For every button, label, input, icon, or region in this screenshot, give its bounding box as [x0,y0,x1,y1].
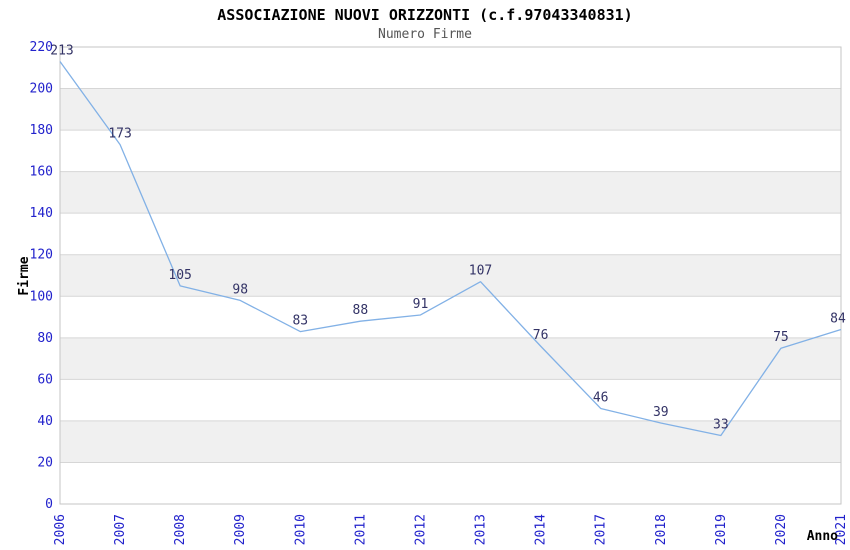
series-line [59,61,842,437]
x-tick-label: 2009 [233,514,248,545]
data-point-label: 91 [413,297,429,312]
data-point-label: 76 [533,328,549,343]
x-tick-label: 2017 [594,514,609,545]
chart-subtitle: Numero Firme [378,27,472,42]
data-point-label: 84 [830,312,846,327]
y-tick-label: 80 [37,331,53,346]
y-tick-label: 180 [30,123,53,138]
x-tick-label: 2020 [774,514,789,545]
data-point-label: 88 [353,303,369,318]
y-axis-ticks: 0 20 40 60 80 100 120 140 160 180 200 220 [30,40,53,512]
plot-band [60,88,841,131]
y-tick-label: 40 [37,414,53,429]
x-tick-label: 2010 [293,514,308,545]
y-tick-label: 120 [30,248,53,263]
x-tick-label: 2008 [173,514,188,545]
y-tick-label: 60 [37,372,53,387]
data-point-label: 46 [593,390,609,405]
x-tick-label: 2018 [654,514,669,545]
x-tick-label: 2021 [834,514,849,545]
plot-band [60,254,841,297]
data-point-label: 98 [232,282,248,297]
plot-band [60,213,841,255]
y-tick-label: 160 [30,165,53,180]
data-point-label: 39 [653,405,669,420]
y-axis-title: Firme [17,256,32,295]
plot-band [60,462,841,504]
y-tick-label: 220 [30,40,53,55]
data-point-label: 213 [50,44,73,59]
plot-border-group [59,46,842,505]
plot-band [60,171,841,214]
series-group [59,61,842,437]
plot-band [60,130,841,172]
x-tick-label: 2007 [113,514,128,545]
plot-bands [60,47,841,504]
plot-band [60,420,841,463]
data-point-labels: 213 173 105 98 83 88 91 107 76 46 39 33 75 84 [50,44,846,433]
x-tick-label: 2011 [353,514,368,545]
data-point-label: 105 [168,268,191,283]
plot-band [60,379,841,421]
x-tick-label: 2012 [413,514,428,545]
x-tick-label: 2013 [474,514,489,545]
data-point-label: 33 [713,417,729,432]
y-tick-label: 200 [30,82,53,97]
y-tick-label: 100 [30,289,53,304]
x-tick-label: 2014 [534,514,549,545]
plot-band [60,337,841,380]
data-point-label: 107 [469,264,492,279]
plot-band [60,47,841,89]
chart-title: ASSOCIAZIONE NUOVI ORIZZONTI (c.f.970433… [217,6,633,24]
y-tick-label: 140 [30,206,53,221]
data-point-label: 83 [292,314,308,329]
x-axis-ticks: 2006 2007 2008 2009 2010 2011 2012 2013 2014 2017… [53,514,849,545]
data-point-label: 173 [108,127,131,142]
plot-border [59,46,842,505]
x-tick-label: 2019 [714,514,729,545]
y-tick-label: 20 [37,455,53,470]
x-axis-title: Anno [807,529,838,544]
plot-band [60,296,841,338]
data-point-label: 75 [773,330,789,345]
x-tick-label: 2006 [53,514,68,545]
y-tick-label: 0 [45,497,53,512]
